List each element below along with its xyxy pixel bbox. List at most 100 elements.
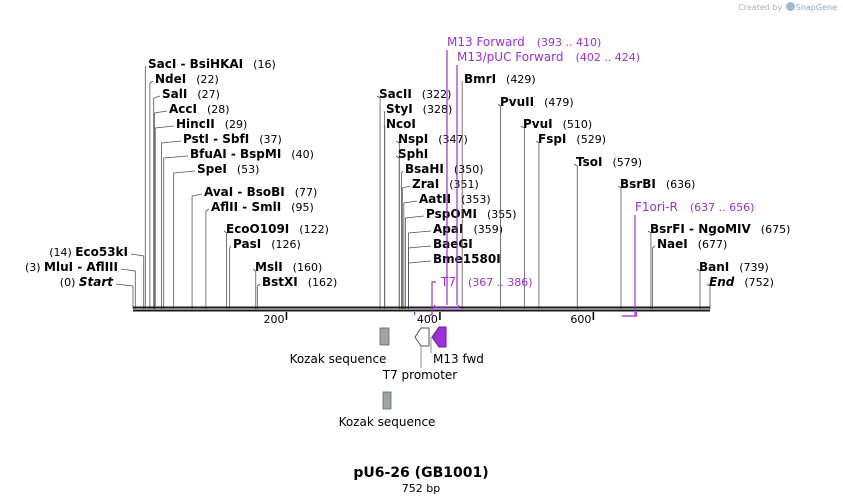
ruler-tick-label: 400 xyxy=(417,313,438,326)
site-label: BaeGI xyxy=(433,237,473,251)
site-position: (351) xyxy=(449,178,479,191)
site-label: NdeI (22) xyxy=(155,72,219,86)
site-label: NaeI (677) xyxy=(657,237,727,251)
site-label: PasI (126) xyxy=(233,237,301,251)
site-label: BsaHI (350) xyxy=(405,162,484,176)
site-position: (95) xyxy=(291,201,314,214)
site-leader-line xyxy=(256,283,261,309)
site-position: (529) xyxy=(576,133,606,146)
site-leader-line xyxy=(153,95,161,309)
site-position: (739) xyxy=(739,261,769,274)
site-leader-line xyxy=(144,65,147,309)
site-name: AvaI - BsoBI xyxy=(204,185,285,199)
map-title: pU6-26 (GB1001) xyxy=(353,465,488,481)
site-label: End (752) xyxy=(709,275,774,289)
site-position: (355) xyxy=(487,208,517,221)
primer-label: F1ori-R (637 .. 656) xyxy=(635,200,754,214)
t7-promoter-arrow xyxy=(414,327,430,347)
site-name: NaeI xyxy=(657,237,688,251)
site-label: BfuAI - BspMI (40) xyxy=(190,147,314,161)
site-leader-line xyxy=(163,155,189,309)
site-position: (126) xyxy=(271,238,301,251)
site-position: (16) xyxy=(253,58,276,71)
site-label: SacII (322) xyxy=(379,87,451,101)
site-name: BanI xyxy=(699,260,729,274)
site-name: PasI xyxy=(233,237,261,251)
site-label: AvaI - BsoBI (77) xyxy=(204,185,317,199)
site-label: NcoI xyxy=(386,117,416,131)
site-position: (122) xyxy=(299,223,329,236)
site-position: (77) xyxy=(295,186,318,199)
primer-label: T7 (367 .. 386) xyxy=(440,275,533,289)
site-label: StyI (328) xyxy=(386,102,452,116)
site-name: SacI - BsiHKAI xyxy=(148,57,243,71)
site-name: MluI - AflIII xyxy=(44,260,118,274)
site-label: Bme1580I xyxy=(433,252,501,266)
site-name: EcoO109I xyxy=(226,222,289,236)
feature-label-kozak: Kozak sequence xyxy=(339,415,436,429)
primer-name: M13 Forward xyxy=(447,35,525,49)
feature-label-kozak: Kozak sequence xyxy=(290,352,387,366)
site-leader-line xyxy=(520,125,525,309)
kozak-sequence-box xyxy=(379,327,390,346)
site-leader-line xyxy=(652,245,656,309)
primer-label: M13 Forward (393 .. 410) xyxy=(447,35,601,49)
primer-name: T7 xyxy=(440,275,456,289)
site-position: (677) xyxy=(698,238,728,251)
site-name: BmrI xyxy=(464,72,496,86)
site-leader-line xyxy=(376,95,381,309)
site-leader-line xyxy=(395,140,400,309)
site-name: AatII xyxy=(419,192,451,206)
site-name: BsaHI xyxy=(405,162,444,176)
site-label: (0) Start xyxy=(60,275,114,289)
site-leader-line xyxy=(408,230,432,309)
site-label: (3) MluI - AflIII xyxy=(25,260,118,274)
site-label: BstXI (162) xyxy=(262,275,337,289)
site-name: End xyxy=(709,275,735,289)
site-leader-line xyxy=(573,163,578,309)
site-position: (0) xyxy=(60,276,79,289)
site-name: BsrFI - NgoMIV xyxy=(650,222,751,236)
site-name: SacII xyxy=(379,87,412,101)
site-name: BaeGI xyxy=(433,237,473,251)
site-name: AccI xyxy=(169,102,197,116)
site-position: (29) xyxy=(225,118,248,131)
site-name: SpeI xyxy=(197,162,227,176)
features xyxy=(379,326,447,410)
site-name: HincII xyxy=(176,117,215,131)
site-leader-line xyxy=(130,253,145,309)
site-name: BsrBI xyxy=(620,177,656,191)
site-label: PvuII (479) xyxy=(500,95,574,109)
site-leader-line xyxy=(647,230,652,309)
site-leader-line xyxy=(403,200,418,309)
primer-name: M13/pUC Forward xyxy=(457,50,564,64)
site-name: AflII - SmlI xyxy=(211,200,281,214)
site-name: NcoI xyxy=(386,117,416,131)
site-label: SacI - BsiHKAI (16) xyxy=(148,57,276,71)
site-label: NspI (347) xyxy=(398,132,468,146)
site-leader-line xyxy=(154,125,175,309)
feature-label-m13-fwd: M13 fwd xyxy=(433,352,484,366)
site-leader-line xyxy=(383,125,386,309)
t7-primer-leader xyxy=(429,281,436,316)
site-leader-line xyxy=(706,283,711,309)
site-position: (3) xyxy=(25,261,44,274)
credit-prefix: Created by xyxy=(738,3,783,12)
site-leader-line xyxy=(149,80,154,309)
site-leader-line xyxy=(115,283,134,309)
f1ori-r-bracket xyxy=(621,312,637,317)
site-position: (353) xyxy=(461,193,491,206)
site-position: (40) xyxy=(291,148,314,161)
feature-label-t7-promoter: T7 promoter xyxy=(382,368,458,382)
site-label: BsrBI (636) xyxy=(620,177,695,191)
site-position: (37) xyxy=(259,133,282,146)
ruler-tick-label: 200 xyxy=(263,313,284,326)
site-leader-line xyxy=(408,245,432,309)
site-label: BmrI (429) xyxy=(464,72,536,86)
site-label: SpeI (53) xyxy=(197,162,259,176)
site-position: (479) xyxy=(544,96,574,109)
site-label: SalI (27) xyxy=(162,87,220,101)
site-position: (27) xyxy=(197,88,220,101)
site-position: (675) xyxy=(761,223,791,236)
